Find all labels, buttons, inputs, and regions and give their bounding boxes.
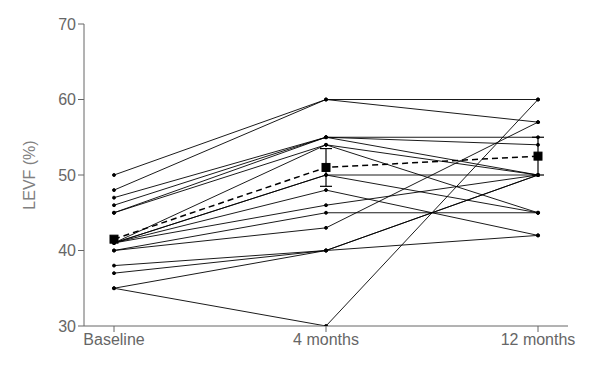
svg-text:LEVF (%): LEVF (%)	[21, 140, 38, 209]
svg-text:40: 40	[58, 242, 76, 259]
svg-text:Baseline: Baseline	[83, 331, 144, 348]
svg-text:70: 70	[58, 16, 76, 33]
svg-text:4 months: 4 months	[293, 331, 359, 348]
svg-text:50: 50	[58, 167, 76, 184]
svg-text:12 months: 12 months	[501, 331, 576, 348]
svg-text:60: 60	[58, 91, 76, 108]
svg-text:30: 30	[58, 318, 76, 335]
